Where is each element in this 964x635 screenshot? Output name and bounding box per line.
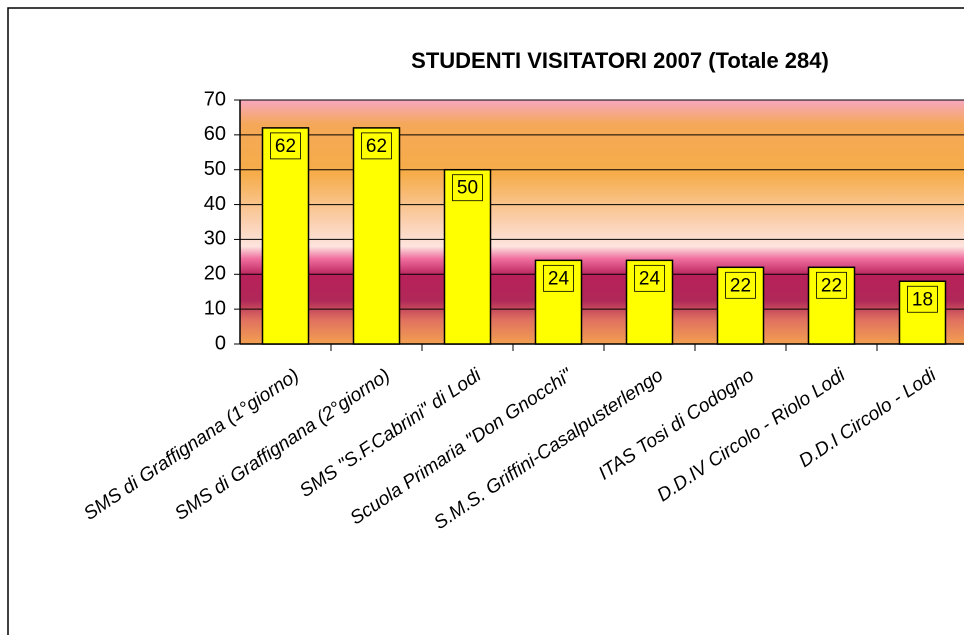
y-tick-label: 60 [204,123,226,145]
value-label-box [907,285,938,313]
plot-area [240,100,964,344]
value-label-box [543,264,574,292]
value-label-box [270,132,301,160]
y-tick-label: 20 [204,263,226,285]
value-label-box [452,174,483,202]
y-tick-label: 10 [204,297,226,319]
value-label: 24 [639,268,661,289]
y-tick-label: 30 [204,228,226,250]
frame [7,7,964,635]
value-label: 50 [457,178,478,199]
chart-title: STUDENTI VISITATORI 2007 (Totale 284) [411,48,829,73]
value-label: 62 [275,136,296,157]
value-label-box [634,264,665,292]
y-tick-label: 0 [215,332,226,354]
x-tick-label: ITAS Tosi di Codogno [595,365,758,485]
bar [261,127,310,345]
y-tick-label: 40 [204,193,226,215]
value-label-box [816,271,847,299]
y-tick-label: 50 [204,158,226,180]
bar [352,127,401,345]
y-tick-label: 70 [204,88,226,110]
value-label-box [361,132,392,160]
value-label: 22 [821,275,842,296]
value-label-box [725,271,756,299]
value-label: 18 [912,289,933,310]
value-label: 22 [730,275,751,296]
value-label: 24 [548,268,570,289]
value-label: 62 [366,136,387,157]
